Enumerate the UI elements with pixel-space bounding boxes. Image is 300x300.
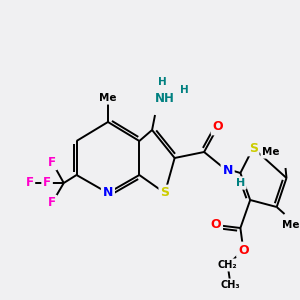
Text: S: S <box>160 187 169 200</box>
Text: H: H <box>180 85 189 95</box>
Text: F: F <box>48 155 56 169</box>
Text: O: O <box>211 218 221 232</box>
Text: O: O <box>212 121 223 134</box>
Text: CH₂: CH₂ <box>218 260 237 270</box>
Text: S: S <box>249 142 258 154</box>
Text: N: N <box>103 187 113 200</box>
Text: F: F <box>26 176 33 190</box>
Text: NH: NH <box>155 92 175 104</box>
Text: CH₃: CH₃ <box>221 280 240 290</box>
Text: H: H <box>158 77 166 87</box>
Text: F: F <box>43 176 51 190</box>
Text: H: H <box>236 178 245 188</box>
Text: Me: Me <box>99 93 117 103</box>
Text: Me: Me <box>262 147 280 157</box>
Text: Me: Me <box>282 220 299 230</box>
Text: F: F <box>48 196 56 209</box>
Text: N: N <box>222 164 233 176</box>
Text: O: O <box>238 244 249 256</box>
